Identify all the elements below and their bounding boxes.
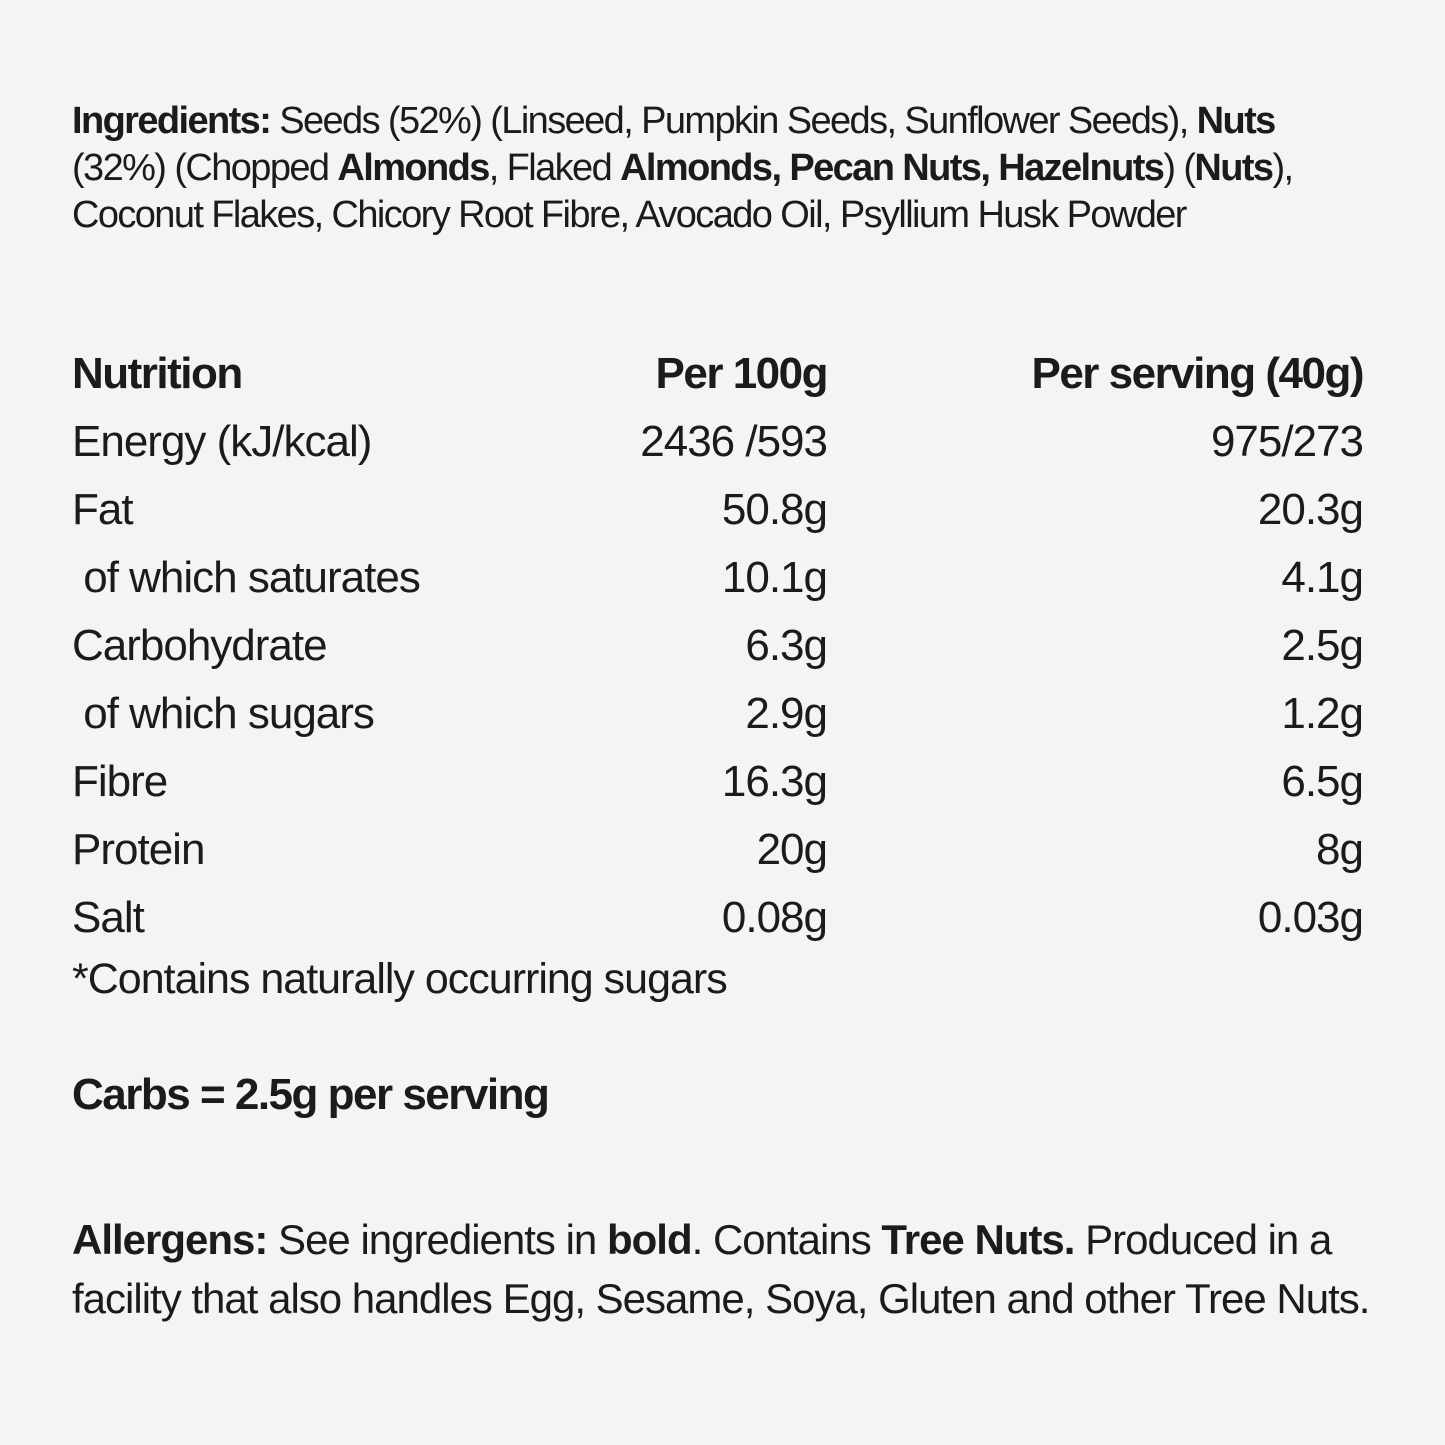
- ingredients-section: Ingredients: Seeds (52%) (Linseed, Pumpk…: [72, 98, 1362, 239]
- value-per-100g: 50.8g: [721, 485, 828, 534]
- nutrition-row: Protein 20g 8g: [72, 816, 1364, 884]
- value-per-100g: 16.3g: [721, 757, 828, 806]
- nutrition-row: Energy (kJ/kcal) 2436 /593 975/273: [72, 408, 1364, 476]
- nutrition-row: Carbohydrate 6.3g 2.5g: [72, 612, 1364, 680]
- carbs-note: Carbs = 2.5g per serving: [72, 1070, 550, 1119]
- value-per-serving: 4.1g: [1281, 553, 1364, 602]
- value-per-100g: 2.9g: [745, 689, 828, 738]
- ingredient-text: (32%) (Chopped: [72, 147, 338, 189]
- value-per-serving: 20.3g: [1257, 485, 1364, 534]
- header-per-100g: Per 100g: [655, 349, 829, 398]
- ingredient-text: Seeds (52%) (Linseed, Pumpkin Seeds, Sun…: [270, 100, 1197, 142]
- allergens-label: Allergens:: [72, 1216, 268, 1263]
- value-per-100g: 0.08g: [721, 893, 828, 942]
- value-per-serving: 0.03g: [1257, 893, 1364, 942]
- ingredient-allergen: Almonds, Pecan Nuts, Hazelnuts: [620, 147, 1165, 189]
- ingredients-label: Ingredients:: [72, 100, 272, 142]
- value-per-serving: 1.2g: [1281, 689, 1364, 738]
- nutrient-name: Carbohydrate: [72, 621, 328, 670]
- allergens-bold: bold: [606, 1216, 693, 1263]
- nutrition-header-row: Nutrition Per 100g Per serving (40g): [72, 340, 1365, 408]
- nutrient-name: Salt: [72, 893, 145, 942]
- value-per-100g: 2436 /593: [640, 417, 828, 466]
- value-per-serving: 975/273: [1210, 417, 1364, 466]
- value-per-serving: 8g: [1316, 825, 1364, 874]
- value-per-100g: 10.1g: [721, 553, 828, 602]
- allergens-tree-nuts: Tree Nuts.: [881, 1216, 1075, 1263]
- nutrient-name: Fat: [72, 485, 134, 534]
- nutrient-name: Energy (kJ/kcal): [72, 417, 372, 466]
- nutrient-name: of which sugars: [72, 689, 375, 738]
- ingredient-allergen: Nuts: [1196, 100, 1277, 142]
- nutrition-row: Salt 0.08g 0.03g: [72, 884, 1364, 952]
- nutrient-name: Protein: [72, 825, 205, 874]
- header-nutrition: Nutrition: [72, 349, 243, 398]
- nutrition-table: Nutrition Per 100g Per serving (40g) Ene…: [72, 340, 1365, 952]
- value-per-serving: 6.5g: [1281, 757, 1364, 806]
- ingredient-text: , Flaked: [488, 147, 621, 189]
- allergens-text: . Contains: [691, 1216, 882, 1263]
- value-per-100g: 20g: [756, 825, 828, 874]
- value-per-serving: 2.5g: [1281, 621, 1364, 670]
- ingredient-allergen: Almonds: [337, 147, 490, 189]
- allergens-text: See ingredients in: [267, 1216, 607, 1263]
- ingredient-allergen: Nuts: [1194, 147, 1274, 189]
- nutrient-name: of which saturates: [72, 553, 421, 602]
- value-per-100g: 6.3g: [745, 621, 828, 670]
- header-per-serving: Per serving (40g): [1031, 349, 1364, 398]
- allergens-facility-text: Produced in a facility that also handles…: [72, 1216, 1370, 1322]
- ingredient-text: ) (: [1163, 147, 1196, 189]
- nutrient-name: Fibre: [72, 757, 168, 806]
- nutrition-row: Fat 50.8g 20.3g: [72, 476, 1364, 544]
- nutrition-row: Fibre 16.3g 6.5g: [72, 748, 1364, 816]
- ingredient-text: ), Coconut Flakes, Chicory Root Fibre, A…: [72, 147, 1294, 236]
- allergens-section: Allergens: See ingredients in bold. Cont…: [72, 1210, 1372, 1328]
- sugars-footnote: *Contains naturally occurring sugars: [72, 955, 728, 1003]
- nutrition-row: of which sugars 2.9g 1.2g: [72, 680, 1364, 748]
- nutrition-row: of which saturates 10.1g 4.1g: [72, 544, 1364, 612]
